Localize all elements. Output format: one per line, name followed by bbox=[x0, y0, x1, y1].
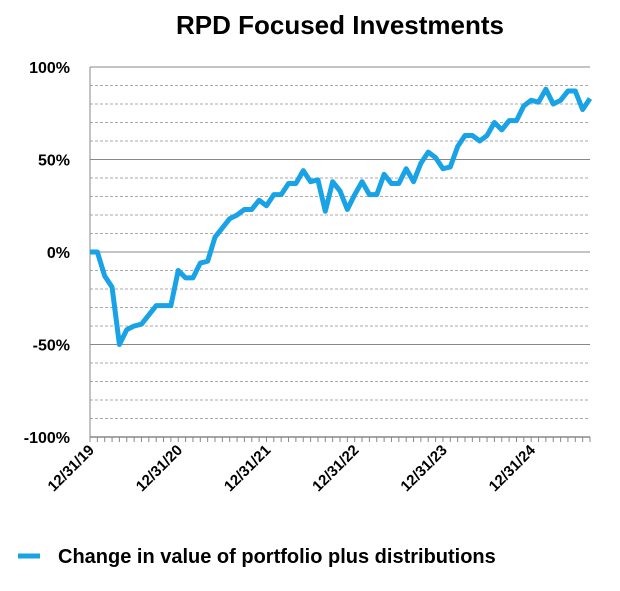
y-tick-label: 50% bbox=[38, 153, 70, 170]
y-tick-label: -50% bbox=[33, 338, 70, 355]
x-tick-label: 12/31/22 bbox=[309, 442, 362, 495]
data-line bbox=[90, 86, 593, 347]
x-tick-label: 12/31/20 bbox=[133, 442, 186, 495]
x-tick-label: 12/31/23 bbox=[397, 442, 450, 495]
x-tick-label: 12/31/24 bbox=[486, 441, 540, 495]
legend-label: Change in value of portfolio plus distri… bbox=[58, 546, 496, 568]
x-tick-label: 12/31/19 bbox=[45, 442, 98, 495]
x-tick-label: 12/31/21 bbox=[221, 442, 274, 495]
y-tick-label: -100% bbox=[24, 430, 70, 447]
y-tick-label: 100% bbox=[29, 60, 70, 77]
y-tick-label: 0% bbox=[47, 245, 70, 262]
chart-title: RPD Focused Investments bbox=[176, 10, 504, 40]
